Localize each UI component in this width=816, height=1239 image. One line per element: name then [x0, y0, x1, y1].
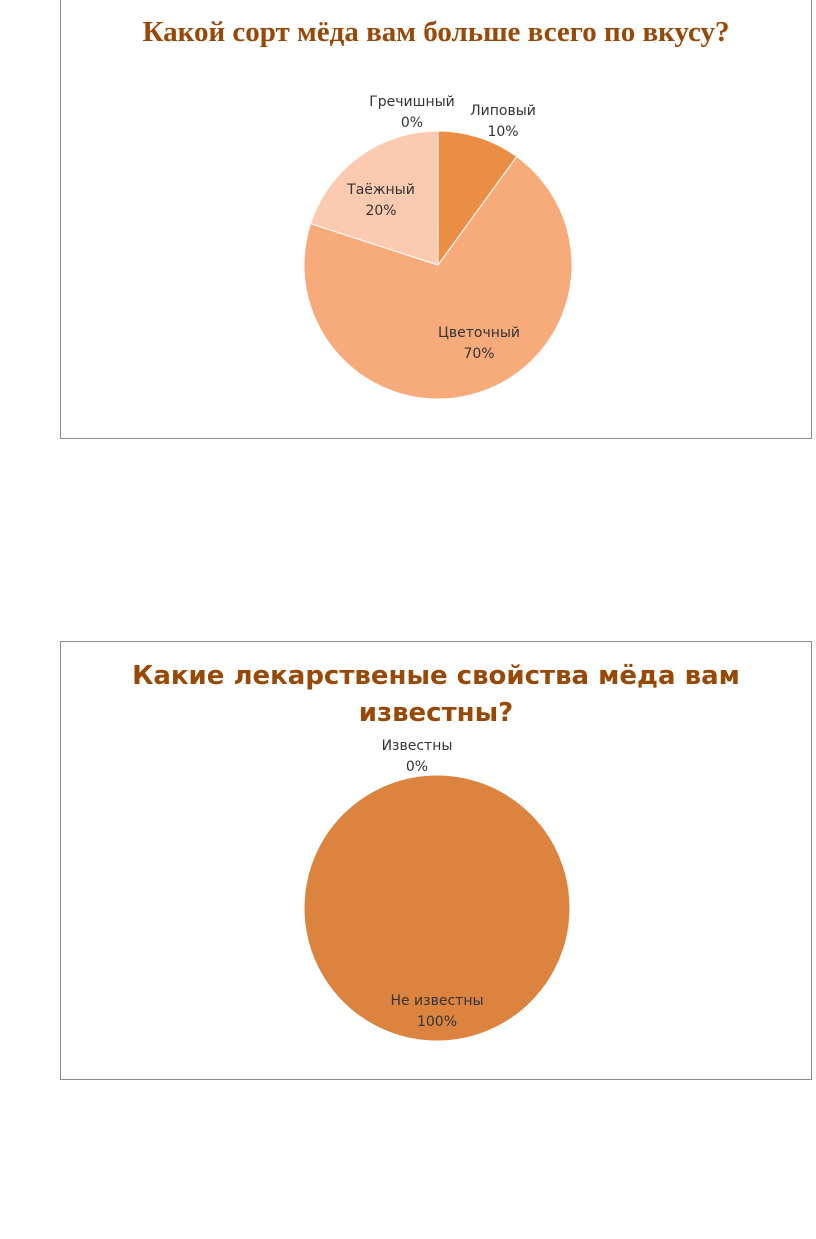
slice-percent-label: 70%	[463, 346, 494, 362]
pie-chart-medicinal-properties: Известны 0% Не известны 100%	[303, 738, 571, 1042]
slice-name-label: Цветочный	[438, 325, 520, 341]
pie-chart-honey-variety: Липовый 10% Цветочный 70% Таёжный 20% Гречишны…	[303, 94, 573, 400]
slice-percent-label: 20%	[365, 203, 396, 219]
slice-name-label: Известны	[382, 738, 453, 754]
slice-percent-label: 100%	[417, 1014, 457, 1030]
slice-percent-label: 0%	[406, 759, 428, 775]
slice-name-label: Гречишный	[369, 94, 455, 110]
slice-name-label: Таёжный	[346, 182, 415, 198]
pie-slice-1	[303, 155, 573, 400]
chart-title: Какие лекарственые свойства мёда вам изв…	[132, 661, 740, 728]
pie-slice-0	[437, 130, 518, 267]
slice-percent-label: 0%	[401, 115, 423, 131]
pie-slice-1	[303, 774, 571, 1042]
chart-medicinal-properties: Какие лекарственые свойства мёда вам изв…	[60, 641, 812, 1080]
chart-title: Какой сорт мёда вам больше всего по вкус…	[142, 16, 730, 48]
slice-percent-label: 10%	[487, 124, 518, 140]
chart-honey-variety: Какой сорт мёда вам больше всего по вкус…	[60, 0, 812, 439]
slice-name-label: Не известны	[390, 993, 483, 1009]
slice-name-label: Липовый	[470, 103, 536, 119]
pie-slice-2	[309, 130, 439, 266]
